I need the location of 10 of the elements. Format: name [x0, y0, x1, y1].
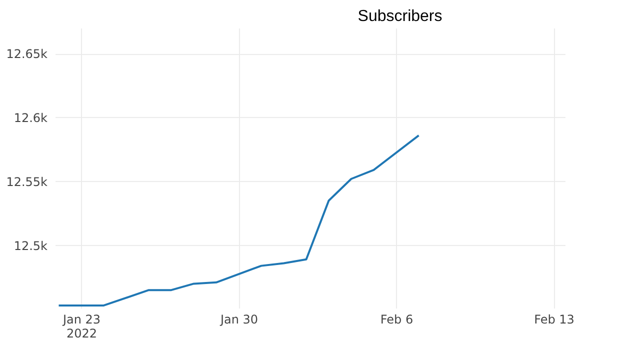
- y-tick-label: 12.5k: [14, 238, 48, 253]
- x-tick-label: Jan 30: [219, 312, 258, 326]
- y-tick-label: 12.55k: [6, 174, 48, 189]
- y-tick-label: 12.6k: [14, 111, 48, 125]
- line-series: [58, 134, 420, 306]
- x-tick-label: Feb 6: [380, 312, 414, 326]
- x-tick-label: Feb 13: [534, 312, 574, 326]
- x-tick-label: Jan 23 2022: [62, 312, 101, 340]
- chart-title: Subscribers: [358, 8, 442, 25]
- y-tick-label: 12.65k: [6, 47, 48, 62]
